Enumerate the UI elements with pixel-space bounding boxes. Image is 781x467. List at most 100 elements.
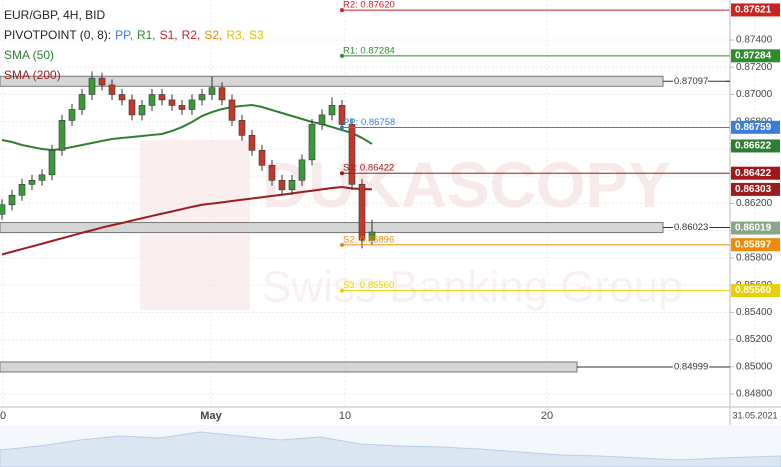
candle-body [158, 94, 166, 101]
current-price-label: 0.86019 [735, 223, 772, 234]
level-zone [0, 361, 578, 373]
pivot-label: PP: 0.86758 [343, 117, 395, 128]
legend-pivot-item: PP, [115, 28, 133, 42]
x-tick-label: 0 [0, 410, 6, 422]
pivot-label: S1: 0.86422 [343, 163, 394, 174]
pivot-dot [340, 171, 344, 176]
pivot-axis-label: 0.87621 [735, 5, 772, 16]
legend-symbol: EUR/GBP, 4H, BID [4, 8, 105, 22]
legend-pivot-item: S2, [204, 28, 222, 42]
pivot-dot [340, 53, 344, 58]
current-price-box [731, 221, 780, 235]
legend-pivot-item: S3 [249, 28, 264, 42]
candle-body [348, 124, 356, 185]
candle-body [338, 105, 346, 125]
candle-body [248, 135, 256, 151]
pivot-dot [340, 242, 344, 247]
pivot-label: S2: 0.85896 [343, 234, 394, 245]
candle-body [108, 84, 116, 95]
sma-axis-label: 0.86303 [735, 184, 772, 195]
legend: EUR/GBP, 4H, BID PIVOTPOINT (0, 8): PP, R1… [4, 8, 264, 82]
candle-body [288, 179, 296, 191]
navigator-area [0, 431, 781, 467]
candle-body [8, 194, 16, 206]
candle-body [148, 94, 156, 106]
legend-pivot-prefix: PIVOTPOINT (0, 8): [4, 28, 111, 42]
legend-pivot-item: R3, [226, 28, 245, 42]
legend-sma200: SMA (200) [4, 68, 61, 82]
candle-body [128, 99, 136, 116]
x-tick-label: 31.05.2021 [732, 410, 777, 420]
pivot-axis-box [731, 284, 780, 298]
y-tick-label: 0.85000 [736, 361, 773, 372]
candle-body [38, 174, 46, 181]
candle-body [238, 120, 246, 136]
pivot-dot [340, 8, 344, 13]
sma-axis-box [731, 139, 780, 153]
sma-line [1, 185, 373, 256]
pivot-axis-label: 0.85560 [735, 285, 772, 296]
candle-body [358, 184, 366, 241]
candle-body [258, 150, 266, 166]
y-tick-label: 0.85200 [736, 334, 773, 345]
pivot-label: R2: 0.87620 [343, 0, 395, 11]
y-tick-label: 0.86200 [736, 198, 773, 209]
candle-body [138, 105, 146, 116]
sma-axis-box [731, 182, 780, 196]
pivot-axis-label: 0.85897 [735, 239, 772, 250]
level-label: 0.84999 [674, 361, 708, 372]
pivot-axis-box [731, 238, 780, 252]
legend-pivot-item: R2, [182, 28, 201, 42]
y-tick-label: 0.85800 [736, 253, 773, 264]
candle-body [318, 114, 326, 125]
candle-body [68, 109, 76, 121]
x-tick-label: 10 [339, 410, 351, 422]
plot: 0.87097 0.86023 0.84999 R2: 0.87620 R1: 0.87… [0, 0, 730, 374]
watermark-tagline: Swiss Banking Group [262, 263, 683, 312]
candle-body [198, 94, 206, 101]
pivot-axis-box [731, 120, 780, 134]
candle-body [0, 204, 6, 215]
candle-body [298, 159, 306, 181]
candle-body [48, 150, 56, 176]
candle-body [168, 99, 176, 106]
candle-body [18, 184, 26, 196]
candle-body [98, 77, 106, 86]
candle-body [88, 77, 96, 95]
axis: 0.848000.850000.852000.854000.856000.858… [0, 3, 780, 422]
y-tick-label: 0.87200 [736, 62, 773, 73]
y-tick-label: 0.85400 [736, 307, 773, 318]
candle-body [188, 99, 196, 110]
y-tick-label: 0.87400 [736, 35, 773, 46]
pivot-axis-box [731, 3, 780, 17]
pivot-dot [340, 288, 344, 293]
candle-body [218, 87, 226, 101]
candle-body [208, 87, 216, 95]
pivot-axis-box [731, 166, 780, 180]
pivot-dot [340, 125, 344, 130]
candle-body [368, 231, 376, 241]
x-tick-label: 20 [541, 410, 553, 422]
legend-sma50: SMA (50) [4, 48, 54, 62]
candle-body [28, 179, 36, 185]
y-tick-label: 0.84800 [736, 389, 773, 400]
candle-body [308, 124, 316, 161]
candle-body [228, 99, 236, 121]
level-label: 0.86023 [674, 222, 708, 233]
sma-axis-label: 0.86622 [735, 141, 772, 152]
watermark-brand: DUKASCOPY [262, 149, 671, 221]
pivot-label: R1: 0.87284 [343, 45, 395, 56]
pivot-axis-label: 0.86422 [735, 168, 772, 179]
pivot-axis-label: 0.87284 [735, 50, 772, 61]
legend-pivot: PIVOTPOINT (0, 8): PP, R1, S1, R2, S2, R3, S3 [4, 28, 264, 42]
candle-body [78, 94, 86, 110]
pivot-axis-label: 0.86759 [735, 122, 772, 133]
legend-pivot-item: R1, [137, 28, 156, 42]
level-label: 0.87097 [674, 76, 708, 87]
candle-body [268, 165, 276, 181]
y-tick-label: 0.87000 [736, 89, 773, 100]
navigator [0, 425, 781, 467]
pivot-label: S3: 0.85560 [343, 280, 394, 291]
candle-body [178, 105, 186, 110]
